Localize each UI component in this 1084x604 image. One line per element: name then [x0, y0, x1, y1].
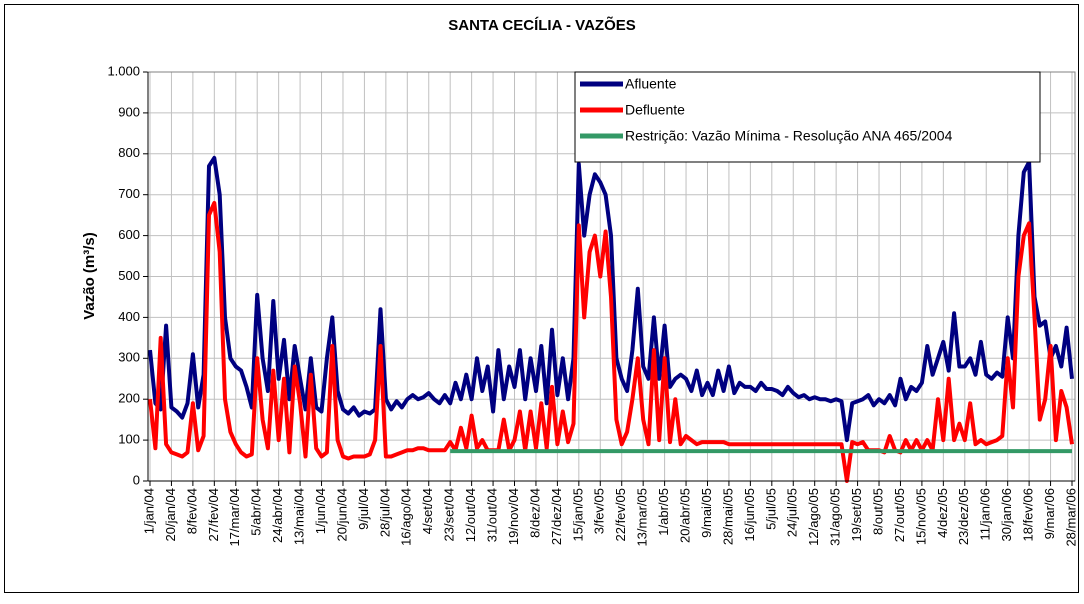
x-tick-label: 12/ago/05	[806, 488, 821, 546]
x-tick-label: 22/fev/05	[613, 488, 628, 542]
x-tick-label: 12/out/04	[463, 488, 478, 542]
y-tick-label: 900	[118, 104, 140, 119]
x-tick-label: 11/jan/06	[978, 488, 993, 541]
x-tick-label: 13/mar/05	[635, 488, 650, 547]
x-tick-label: 20/jan/04	[163, 488, 178, 542]
x-tick-label: 28/mai/05	[720, 488, 735, 545]
x-tick-label: 19/set/05	[849, 488, 864, 542]
x-tick-label: 9/jul/04	[356, 488, 371, 530]
x-tick-label: 9/mar/06	[1042, 488, 1057, 539]
x-tick-label: 24/jul/05	[785, 488, 800, 537]
x-tick-label: 17/mar/04	[227, 488, 242, 547]
x-tick-label: 16/jun/05	[742, 488, 757, 542]
x-tick-label: 4/dez/05	[935, 488, 950, 538]
x-tick-label: 31/ago/05	[828, 488, 843, 546]
x-tick-label: 20/abr/05	[677, 488, 692, 543]
legend-label: Defluente	[625, 102, 685, 118]
series-line	[148, 155, 1074, 443]
x-tick-label: 19/nov/04	[506, 488, 521, 545]
x-tick-label: 28/mar/06	[1063, 488, 1078, 547]
x-tick-label: 16/ago/04	[399, 488, 414, 546]
x-tick-label: 1/jun/04	[313, 488, 328, 534]
x-tick-label: 8/fev/04	[184, 488, 199, 534]
x-tick-label: 18/fev/06	[1021, 488, 1036, 542]
x-tick-label: 3/fev/05	[592, 488, 607, 534]
y-tick-label: 400	[118, 309, 140, 324]
y-axis-label: Vazão (m³/s)	[81, 232, 98, 320]
x-tick-label: 1/abr/05	[656, 488, 671, 536]
series-line	[148, 200, 1074, 483]
y-tick-label: 1.000	[107, 63, 140, 78]
x-tick-label: 8/out/05	[870, 488, 885, 535]
x-tick-label: 13/mai/04	[292, 488, 307, 545]
legend-label: Afluente	[625, 76, 677, 92]
y-tick-label: 200	[118, 391, 140, 406]
x-tick-label: 31/out/04	[485, 488, 500, 542]
x-tick-label: 27/out/05	[892, 488, 907, 542]
y-tick-label: 500	[118, 268, 140, 283]
x-tick-label: 27/dez/04	[549, 488, 564, 545]
y-tick-label: 0	[133, 472, 140, 487]
x-tick-label: 9/mai/05	[699, 488, 714, 538]
x-tick-label: 28/jul/04	[377, 488, 392, 537]
x-tick-label: 30/jan/06	[999, 488, 1014, 542]
y-tick-label: 700	[118, 186, 140, 201]
x-tick-label: 8/dez/04	[527, 488, 542, 538]
y-tick-label: 100	[118, 432, 140, 447]
chart-title: SANTA CECÍLIA - VAZÕES	[448, 16, 636, 34]
x-tick-label: 23/dez/05	[956, 488, 971, 545]
y-tick-label: 300	[118, 350, 140, 365]
x-tick-label: 24/abr/04	[270, 488, 285, 543]
y-tick-label: 600	[118, 227, 140, 242]
x-tick-label: 27/fev/04	[206, 488, 221, 542]
x-tick-label: 4/set/04	[420, 488, 435, 534]
x-tick-label: 1/jan/04	[141, 488, 156, 534]
x-tick-label: 20/jun/04	[334, 488, 349, 542]
x-tick-label: 15/nov/05	[913, 488, 928, 545]
x-tick-label: 5/abr/04	[249, 488, 264, 536]
legend-box	[574, 71, 1041, 163]
y-tick-label: 800	[118, 145, 140, 160]
legend-label: Restrição: Vazão Mínima - Resolução ANA …	[625, 128, 953, 144]
x-tick-label: 23/set/04	[442, 488, 457, 542]
x-tick-label: 15/jan/05	[570, 488, 585, 542]
x-tick-label: 5/jul/05	[763, 488, 778, 530]
